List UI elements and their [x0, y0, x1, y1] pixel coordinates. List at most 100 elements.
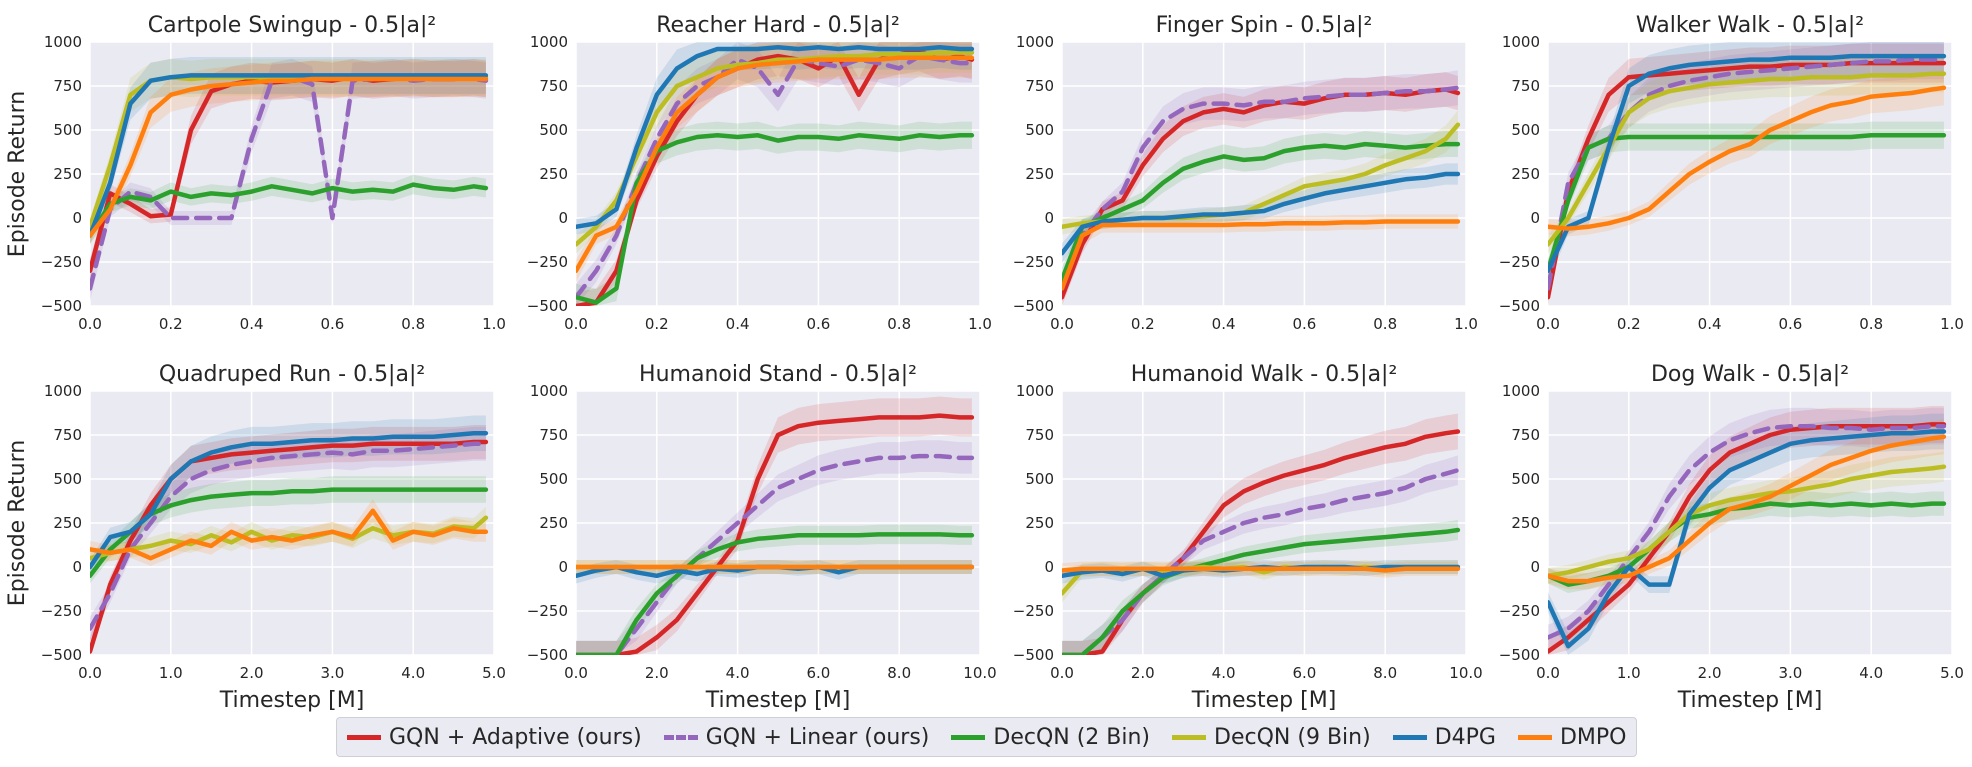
- x-tick-label: 0.6: [806, 315, 830, 333]
- band-decqn-2-bin: [90, 476, 486, 584]
- x-tick-label: 8.0: [1373, 664, 1397, 682]
- legend-item-gqn-adaptive: GQN + Adaptive (ours): [347, 725, 642, 750]
- legend-label: DMPO: [1559, 724, 1627, 750]
- legend-swatch-d4pg: [1392, 734, 1427, 740]
- series-d4pg: [90, 430, 489, 570]
- band-d4pg: [576, 42, 972, 235]
- x-axis-label: Timestep [M]: [219, 688, 365, 713]
- y-tick-label: −500: [1499, 646, 1540, 664]
- series-d4pg: [1548, 429, 1947, 649]
- y-tick-label: −250: [1013, 253, 1054, 271]
- series-dmpo: [90, 508, 489, 561]
- x-tick-label: 4.0: [1859, 664, 1883, 682]
- x-tick-label: 0.0: [1536, 315, 1560, 333]
- x-tick-label: 4.0: [726, 664, 750, 682]
- x-tick-label: 1.0: [1454, 315, 1478, 333]
- y-tick-label: 0: [558, 209, 568, 227]
- x-tick-label: 10.0: [1449, 664, 1482, 682]
- y-tick-label: 1000: [1502, 33, 1540, 51]
- series-gqn-adaptive-ours: [1062, 87, 1461, 300]
- x-tick-label: 5.0: [1940, 664, 1964, 682]
- legend-label: D4PG: [1434, 724, 1496, 750]
- series-decqn-2-bin: [90, 182, 489, 238]
- band-gqn-linear-ours: [90, 58, 486, 302]
- series-group: [1062, 70, 1461, 306]
- band-gqn-adaptive-ours: [576, 42, 972, 306]
- legend-item-gqn-linear: GQN + Linear (ours): [663, 724, 930, 750]
- x-tick-label: 2.0: [1131, 664, 1155, 682]
- band-d4pg: [1548, 42, 1944, 283]
- series-gqn-adaptive-ours: [576, 413, 975, 655]
- y-tick-label: 250: [53, 514, 82, 532]
- y-tick-label: −500: [1499, 297, 1540, 315]
- band-gqn-linear-ours: [90, 426, 486, 641]
- x-tick-label: 1.0: [159, 664, 183, 682]
- band-decqn-9-bin: [576, 42, 972, 254]
- y-tick-label: −500: [527, 646, 568, 664]
- legend-item-decqn-9bin: DecQN (9 Bin): [1172, 725, 1371, 750]
- series-d4pg: [576, 45, 975, 230]
- y-tick-label: 750: [1511, 426, 1540, 444]
- x-tick-label: 0.2: [159, 315, 183, 333]
- band-dmpo: [576, 42, 972, 283]
- y-tick-label: 500: [53, 470, 82, 488]
- y-tick-label: 500: [1025, 121, 1054, 139]
- panel-title: Finger Spin - 0.5|a|²: [1156, 13, 1373, 38]
- panel-humanoid-stand: −500 −250 0 250 500 750 1000 0.0 2.0 4.0 6.0 8.0 10.…: [527, 362, 997, 713]
- x-tick-label: 0.0: [564, 664, 588, 682]
- x-tick-label: 0.4: [726, 315, 750, 333]
- y-tick-label: 0: [72, 209, 82, 227]
- y-tick-label: 500: [1025, 470, 1054, 488]
- series-group: [90, 415, 489, 655]
- x-tick-label: 0.8: [401, 315, 425, 333]
- series-dmpo: [576, 55, 975, 274]
- x-tick-label: 0.2: [1131, 315, 1155, 333]
- y-tick-label: 750: [539, 77, 568, 95]
- x-axis-label: Timestep [M]: [1677, 688, 1823, 713]
- band-gqn-adaptive-ours: [1548, 43, 1944, 306]
- y-tick-label: 500: [53, 121, 82, 139]
- series-decqn-2-bin: [1062, 141, 1461, 282]
- legend-label: DecQN (9 Bin): [1214, 724, 1371, 750]
- x-tick-label: 1.0: [1940, 315, 1964, 333]
- band-decqn-2-bin: [576, 524, 972, 655]
- series-gqn-adaptive-ours: [1548, 422, 1947, 654]
- legend-item-dmpo: DMPO: [1517, 724, 1627, 750]
- series-decqn-2-bin: [576, 532, 975, 655]
- x-tick-label: 0.4: [240, 315, 264, 333]
- series-dmpo: [1062, 566, 1461, 573]
- y-tick-label: −500: [41, 646, 82, 664]
- legend-swatch-gqn-linear: [663, 734, 698, 740]
- y-tick-label: 1000: [1502, 382, 1540, 400]
- y-tick-label: 1000: [1016, 382, 1054, 400]
- series-gqn-adaptive-ours: [90, 439, 489, 654]
- band-d4pg: [90, 415, 486, 574]
- x-tick-label: 6.0: [1292, 664, 1316, 682]
- x-tick-label: 0.0: [564, 315, 588, 333]
- series-decqn-9-bin: [1548, 71, 1947, 247]
- x-tick-label: 0.4: [1698, 315, 1722, 333]
- y-tick-label: 0: [1530, 558, 1540, 576]
- panel-title: Humanoid Walk - 0.5|a|²: [1131, 362, 1398, 387]
- y-tick-label: 750: [1025, 77, 1054, 95]
- band-dmpo: [1548, 70, 1944, 237]
- y-tick-label: −500: [1013, 646, 1054, 664]
- panel-title: Quadruped Run - 0.5|a|²: [159, 362, 425, 387]
- y-tick-label: 250: [539, 165, 568, 183]
- y-tick-label: 750: [1025, 426, 1054, 444]
- series-d4pg: [90, 73, 489, 238]
- x-tick-label: 0.8: [1859, 315, 1883, 333]
- legend-swatch-dmpo: [1517, 734, 1552, 740]
- band-gqn-linear-ours: [1548, 42, 1944, 302]
- x-tick-label: 2.0: [645, 664, 669, 682]
- x-tick-label: 8.0: [887, 664, 911, 682]
- x-tick-label: 1.0: [482, 315, 506, 333]
- panel-quadruped-run: −500 −250 0 250 500 750 1000 0.0 1.0 2.0 3.0 4.0 5.0…: [5, 362, 506, 713]
- panel-finger-spin: −500 −250 0 250 500 750 1000 0.0 0.2 0.4 0.6 0.8 1.0…: [1013, 13, 1478, 333]
- panel-title: Dog Walk - 0.5|a|²: [1651, 362, 1849, 387]
- panel-title: Cartpole Swingup - 0.5|a|²: [148, 13, 437, 38]
- y-tick-label: 0: [1044, 209, 1054, 227]
- legend-label: GQN + Linear (ours): [705, 724, 930, 750]
- y-tick-label: 250: [1511, 165, 1540, 183]
